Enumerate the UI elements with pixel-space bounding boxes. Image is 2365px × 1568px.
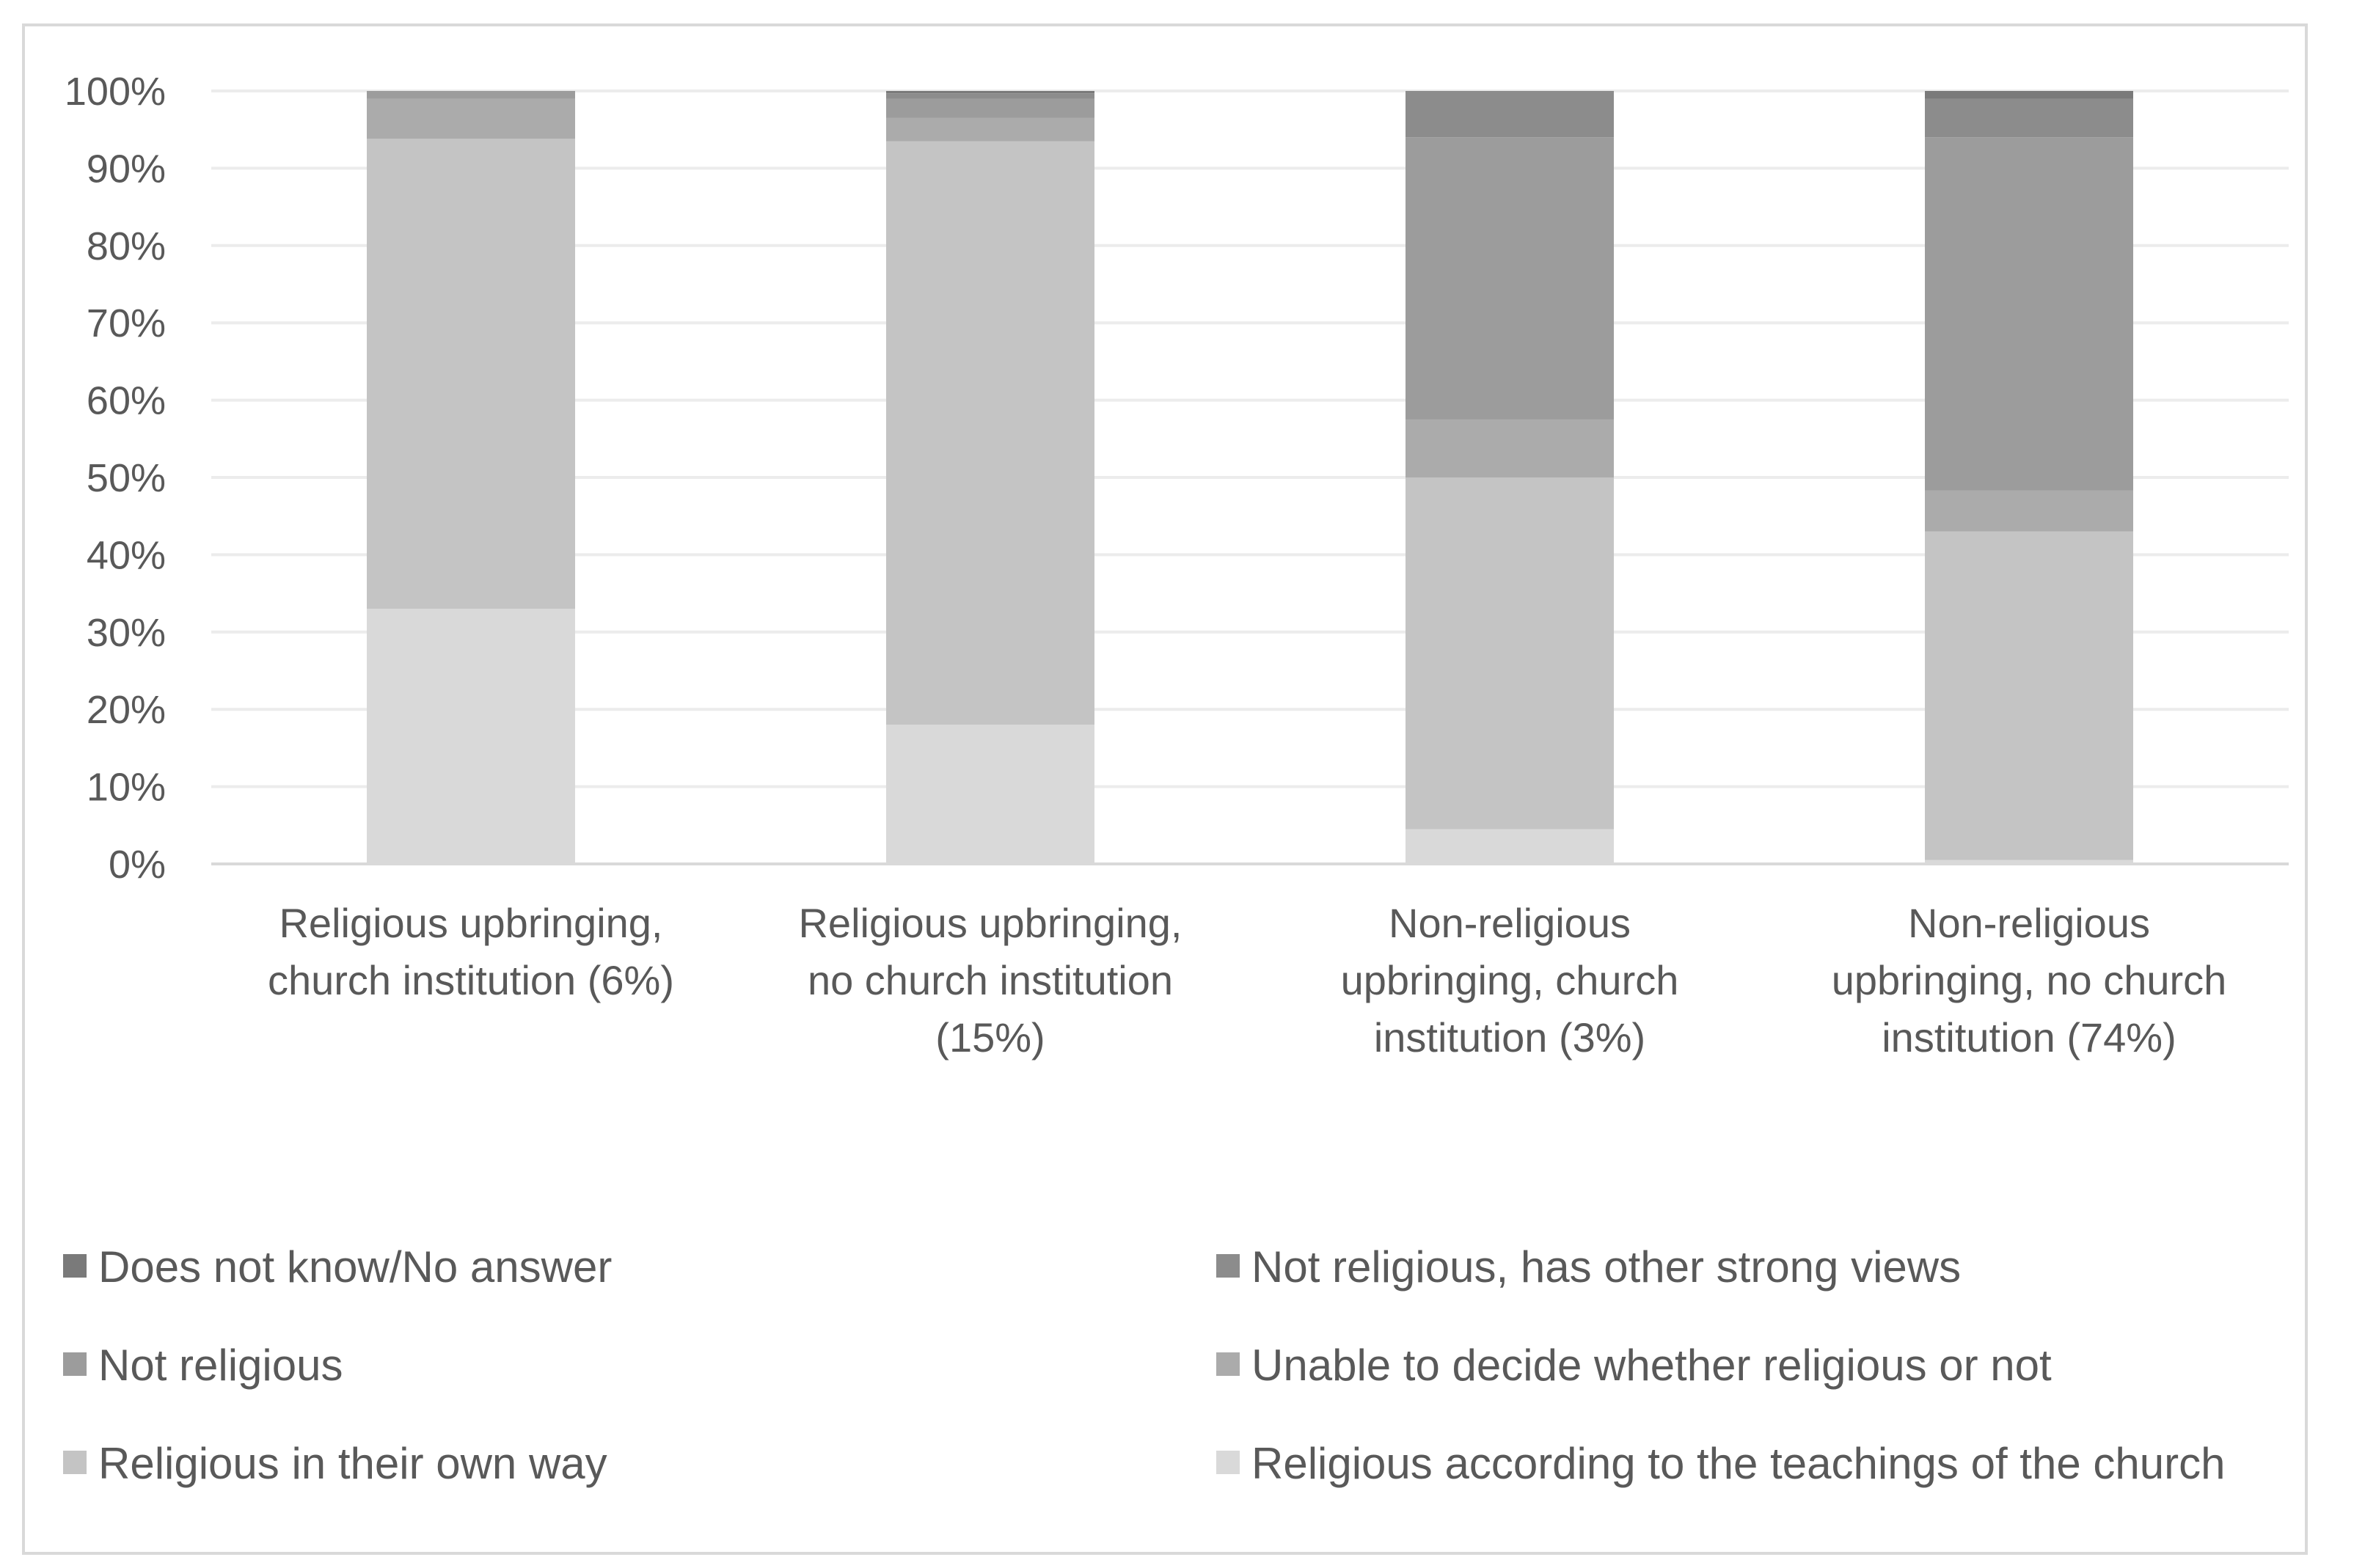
y-tick-label: 10% [87, 766, 166, 810]
legend-label: Religious according to the teachings of … [1251, 1439, 2225, 1488]
y-tick-label: 70% [87, 301, 166, 345]
bar-segment [1406, 477, 1614, 829]
bar-segment [1925, 98, 2133, 138]
legend-swatch [63, 1451, 87, 1474]
legend-label: Not religious, has other strong views [1251, 1242, 1961, 1292]
legend-label: Unable to decide whether religious or no… [1251, 1341, 2052, 1390]
category-label: upbringing, no church [1832, 957, 2227, 1003]
category-label: Non-religious [1908, 900, 2150, 946]
bar-segment [1406, 91, 1614, 138]
bar-segment [367, 91, 575, 99]
bar-segment [886, 117, 1094, 142]
bar-segment [367, 98, 575, 139]
bars [367, 91, 2133, 864]
bar-segment [367, 139, 575, 609]
category-label: Religious upbringing, [798, 900, 1182, 946]
bar-segment [1406, 419, 1614, 477]
legend-swatch [63, 1254, 87, 1278]
bar-segment [1925, 490, 2133, 532]
legend-label: Not religious [98, 1341, 343, 1390]
category-label: (15%) [935, 1014, 1045, 1060]
bar-segment [886, 91, 1094, 94]
bar-segment [1925, 137, 2133, 491]
category-label: church institution (6%) [268, 957, 674, 1003]
bar-segment [886, 725, 1094, 864]
legend-swatch [1216, 1254, 1240, 1278]
legend-label: Religious in their own way [98, 1439, 607, 1488]
y-tick-label: 0% [109, 843, 166, 887]
y-axis-ticks: 0% 10% 20% 30% 40% 50% 60% 70% 80% 90% 100% [65, 70, 166, 887]
category-label: institution (74%) [1882, 1014, 2176, 1060]
bar-segment [886, 141, 1094, 725]
legend-swatch [1216, 1352, 1240, 1376]
y-tick-label: 80% [87, 224, 166, 268]
category-labels: Religious upbringing, church institution … [268, 900, 2226, 1060]
bar-segment [886, 98, 1094, 118]
y-tick-label: 50% [87, 456, 166, 500]
category-label: upbringing, church [1341, 957, 1679, 1003]
y-tick-label: 60% [87, 379, 166, 423]
bar-segment [1406, 829, 1614, 864]
legend: Does not know/No answer Not religious, ha… [63, 1242, 2225, 1488]
bar-segment [1925, 91, 2133, 99]
bar-segment [1925, 860, 2133, 864]
legend-swatch [1216, 1451, 1240, 1474]
bar-segment [367, 609, 575, 864]
bar-segment [886, 93, 1094, 99]
y-tick-label: 90% [87, 147, 166, 191]
legend-label: Does not know/No answer [98, 1242, 612, 1292]
y-tick-label: 30% [87, 611, 166, 655]
category-label: Religious upbringing, [279, 900, 662, 946]
bar-segment [1406, 137, 1614, 420]
category-label: Non-religious [1389, 900, 1631, 946]
y-tick-label: 20% [87, 688, 166, 732]
legend-swatch [63, 1352, 87, 1376]
bar-segment [1925, 531, 2133, 860]
category-label: institution (3%) [1374, 1014, 1645, 1060]
y-tick-label: 100% [65, 70, 166, 114]
y-tick-label: 40% [87, 533, 166, 577]
category-label: no church institution [808, 957, 1173, 1003]
